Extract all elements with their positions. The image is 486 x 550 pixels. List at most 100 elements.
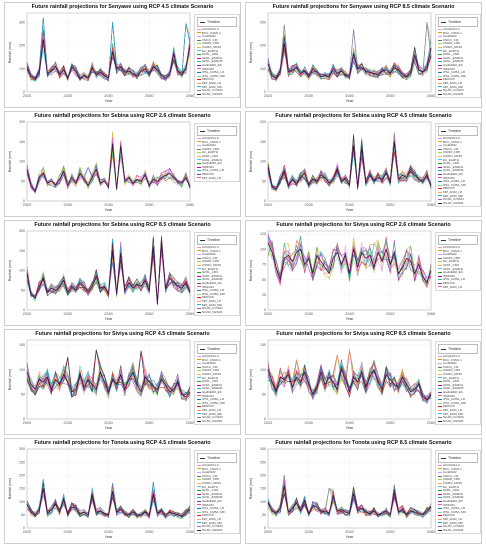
legend-header-label: Timeline (207, 20, 221, 24)
legend-entry-label: INMCM4 (202, 502, 214, 507)
y-axis-label: Rainfall (mm) (8, 260, 12, 281)
legend-swatch (197, 152, 201, 154)
y-axis-label: Rainfall (mm) (249, 478, 253, 499)
legend-entry-label: GFDL_ESM2M (443, 168, 464, 173)
legend-entry: GFDL_ESM2G (197, 56, 222, 60)
x-tick-label: 2060 (186, 421, 194, 425)
legend-entry-label: GFDL_CM3 (443, 263, 460, 267)
legend-entry: CNRM_CM5 (438, 42, 460, 45)
legend-swatch (197, 522, 201, 524)
legend-entry-label: MIROC5 (202, 295, 214, 300)
legend-entry-label: GFDL_ESM2G (443, 55, 464, 60)
legend-swatch (197, 35, 201, 37)
legend-swatch (438, 497, 442, 499)
legend-entry-label: INMCM4 (202, 284, 214, 289)
legend-swatch (438, 184, 442, 186)
legend-entry: IPSL_CM5A_MR (438, 510, 466, 514)
legend-entry-label: CMCC_CM (443, 146, 459, 151)
legend-entry: GFDL_CM3 (197, 155, 218, 158)
legend-entry: IPSL_CM5A_LR (197, 169, 224, 172)
x-tick-label: 2050 (386, 530, 394, 534)
legend-swatch (197, 300, 201, 302)
legend-entry-label: GFDL_ESM2M (202, 386, 223, 391)
x-tick-label: 2060 (427, 530, 435, 534)
legend-swatch (197, 482, 201, 484)
legend-entry: GFDL_ESM2G (197, 158, 222, 162)
legend-swatch (438, 525, 442, 527)
legend-entry: HadGEM2_ES (438, 64, 463, 67)
legend-swatch (197, 137, 201, 139)
legend-entry: IPSL_CM5A_LR (197, 289, 224, 292)
plot-area (267, 339, 432, 420)
legend-swatch (438, 507, 442, 509)
legend-entry: CSIRO_MK36 (197, 373, 221, 376)
legend-entry: CanESM2 (438, 362, 457, 365)
legend-entry: MIROC5 (438, 187, 455, 190)
legend-entry-label: ACCESS1-0 (202, 136, 219, 140)
legend-entry-label: CSIRO_MK36 (202, 481, 222, 485)
y-tick-label: 150 (19, 487, 25, 491)
y-tick-label: 200 (19, 120, 25, 124)
legend-header-label: Timeline (207, 456, 221, 460)
legend-entry-label: ACCESS1-0 (202, 245, 219, 249)
legend-entry-label: MPI_ESM_LR (202, 175, 222, 180)
legend-swatch (197, 261, 201, 263)
legend-entry-label: EC_EARTH (443, 157, 459, 162)
legend-entry-label: GFDL_CM3 (202, 488, 219, 493)
legend-swatch (438, 152, 442, 154)
chart-svg: 0 50 100 150 200 250 300 2020 2030 2040 2050 2060 Ye… (8, 447, 194, 539)
legend-swatch (197, 373, 201, 375)
legend-entry-label: CSIRO_MK36 (443, 481, 463, 485)
series-line-ensemble (267, 485, 432, 516)
x-tick-label: 2050 (386, 203, 394, 207)
chart-title: Future rainfall projections for Sebina u… (34, 222, 211, 228)
legend-entry: GFDL_ESM2M (197, 278, 222, 281)
legend-entry-label: MIROC5 (202, 77, 214, 82)
legend-swatch (438, 43, 442, 45)
legend-swatch (438, 141, 442, 143)
legend-entry-label: NCAR_CCSM4 (202, 415, 223, 420)
series-line-ensemble (267, 141, 432, 190)
legend-swatch (438, 420, 442, 422)
chart-panel-senyawe_85: Future rainfall projections for Senyawe … (245, 2, 482, 108)
legend-entry: HadGEM2_ES (197, 64, 222, 67)
legend-swatch (438, 479, 442, 481)
legend-swatch (197, 384, 201, 386)
chart-panel-sebina_26: Future rainfall projections for Sebina u… (4, 111, 241, 217)
legend-entry: GFDL_ESM2G (197, 491, 223, 496)
legend-swatch (438, 275, 442, 277)
legend-swatch (438, 137, 442, 139)
legend-entry-label: BCC_CSM1.1 (202, 139, 221, 144)
chart-svg: 0 50 100 150 200 2020 2030 2040 2050 2060 Year Rain… (8, 229, 194, 321)
legend-swatch (438, 493, 442, 495)
legend-swatch (438, 380, 442, 382)
legend-swatch (438, 32, 442, 34)
legend-entry-label: GFDL_ESM2G (202, 491, 223, 496)
legend-entry: INMCM4 (438, 176, 455, 180)
legend-entry: ACCESS1-0 (438, 137, 460, 140)
y-tick-label: 50 (262, 513, 266, 517)
legend-swatch (438, 261, 442, 263)
legend-entry-label: IPSL_CM5A_LR (443, 506, 466, 511)
legend-entry-label: MIROC5 (202, 513, 214, 518)
plot-area (26, 339, 191, 420)
legend-entry-label: CNRM_CM5 (443, 41, 461, 46)
legend-entry: CanESM2 (438, 144, 457, 147)
legend-entry-label: CanESM2 (443, 252, 457, 257)
chart-panel-sebina_85: Future rainfall projections for Sebina u… (4, 220, 241, 326)
legend-entry: MPI_ESM_LR (438, 191, 462, 194)
y-axis-label: Rainfall (mm) (249, 42, 253, 63)
legend-entry: CanESM2 (438, 253, 457, 256)
legend-swatch (438, 279, 442, 281)
legend-entry-label: IPSL_CM5A_LR (202, 506, 225, 511)
y-tick-label: 150 (19, 249, 25, 253)
legend-entry-label: NCAR_CESM1 (443, 527, 464, 532)
legend-entry: MIROC5 (197, 296, 214, 299)
legend-entry: CanESM2 (438, 471, 457, 474)
legend-entry: NCAR_CESM1 (438, 419, 464, 423)
legend-entry: MPI_ESM_LR (438, 518, 462, 521)
legend-entry-label: MPI_ESM_MR (202, 411, 222, 416)
legend-entry: NCAR_CESM1 (438, 92, 464, 96)
legend-entry: EC_EARTH (438, 376, 459, 380)
legend-entry-label: CanESM2 (202, 34, 216, 39)
